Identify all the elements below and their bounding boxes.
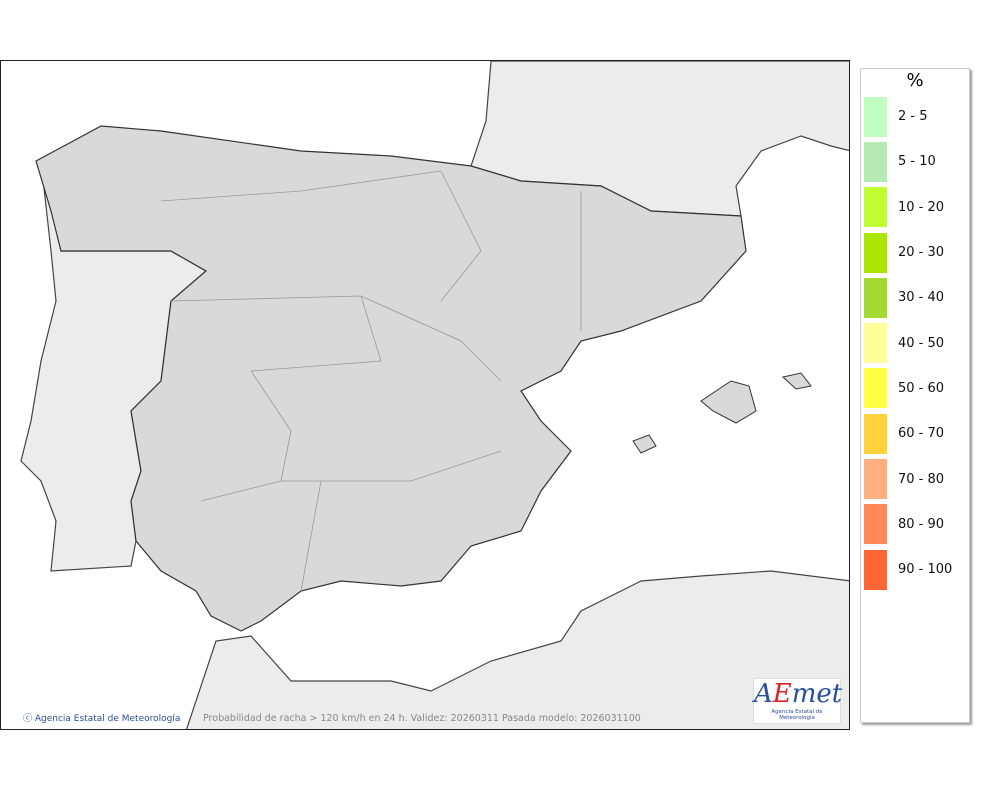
menorca <box>781 372 812 390</box>
credit-text: ⓒ Agencia Estatal de Meteorología <box>23 714 181 724</box>
legend-swatch <box>864 232 887 273</box>
legend-swatch <box>864 368 887 409</box>
legend-label: 90 - 100 <box>898 562 953 578</box>
legend-item: 2 - 5 <box>864 94 969 139</box>
aemet-logo: AEmet Agencia Estatal de Meteorología <box>753 678 842 724</box>
legend-swatch <box>864 141 887 182</box>
legend-item: 40 - 50 <box>864 320 969 365</box>
map-canvas <box>20 61 849 729</box>
legend-label: 5 - 10 <box>898 154 936 170</box>
legend-item: 20 - 30 <box>864 230 969 275</box>
legend-title: % <box>906 70 924 91</box>
spain <box>35 125 747 632</box>
legend-swatch <box>864 277 887 318</box>
legend-swatch <box>864 413 887 454</box>
province-borders <box>160 170 582 592</box>
legend-label: 2 - 5 <box>898 109 928 125</box>
legend-item: 80 - 90 <box>864 502 969 547</box>
legend-swatch <box>864 323 887 364</box>
legend-swatch <box>864 504 887 545</box>
legend-label: 30 - 40 <box>898 290 945 306</box>
legend-swatch <box>864 459 887 500</box>
legend-item: 10 - 20 <box>864 185 969 230</box>
logo-subtitle: Agencia Estatal de Meteorología <box>771 709 823 721</box>
legend-label: 70 - 80 <box>898 471 945 487</box>
legend-item: 50 - 60 <box>864 366 969 411</box>
legend-swatch <box>864 549 887 590</box>
legend-label: 20 - 30 <box>898 245 945 261</box>
africa <box>186 570 849 729</box>
map: ⓒ Agencia Estatal de Meteorología Probab… <box>0 60 850 730</box>
legend-label: 40 - 50 <box>898 335 945 351</box>
legend-item: 30 - 40 <box>864 275 969 320</box>
credit-label: Agencia Estatal de Meteorología <box>34 714 181 724</box>
legend-item: 90 - 100 <box>864 547 969 592</box>
legend-label: 50 - 60 <box>898 380 945 396</box>
legend: % 2 - 5 5 - 10 10 - 20 20 - 30 30 - 40 40 - 5… <box>860 68 970 723</box>
legend-item: 70 - 80 <box>864 456 969 501</box>
legend-label: 80 - 90 <box>898 516 945 532</box>
legend-swatch <box>864 187 887 228</box>
legend-label: 10 - 20 <box>898 199 945 215</box>
legend-item: 5 - 10 <box>864 139 969 184</box>
map-caption: Probabilidad de racha > 120 km/h en 24 h… <box>203 713 641 724</box>
legend-item: 60 - 70 <box>864 411 969 456</box>
legend-label: 60 - 70 <box>898 426 945 442</box>
legend-swatch <box>864 96 887 137</box>
mallorca <box>700 380 757 424</box>
ibiza <box>632 434 657 454</box>
